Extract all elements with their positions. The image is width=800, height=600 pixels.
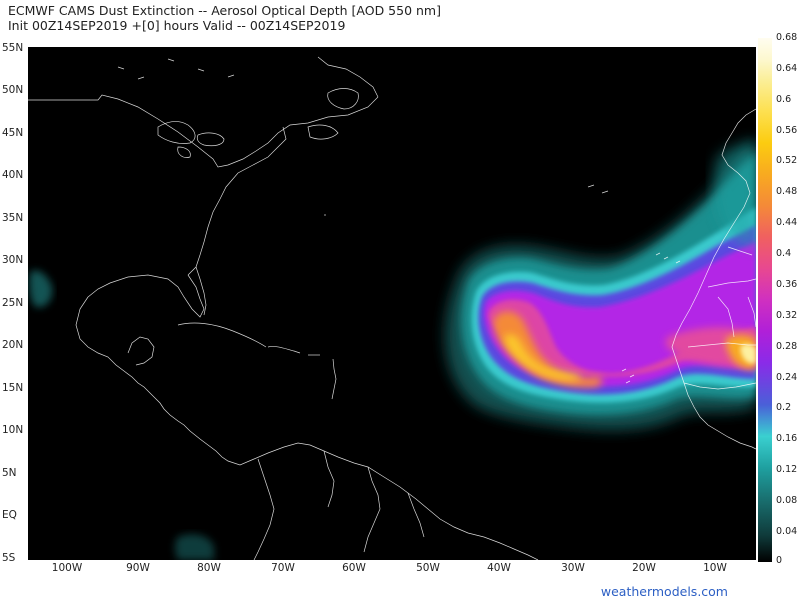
lon-tick: 50W: [416, 562, 440, 574]
colorbar-tick: 0.4: [776, 248, 792, 259]
lon-tick: 40W: [487, 562, 511, 574]
colorbar-tick: 0.2: [776, 402, 792, 413]
title-line-1: ECMWF CAMS Dust Extinction -- Aerosol Op…: [8, 3, 441, 18]
lon-tick: 70W: [271, 562, 295, 574]
lat-tick: 5N: [2, 467, 17, 479]
lat-tick: 10N: [2, 424, 24, 436]
lon-tick: 20W: [632, 562, 656, 574]
colorbar-tick: 0.36: [776, 279, 798, 290]
lat-tick: 45N: [2, 127, 24, 139]
lon-tick: 60W: [342, 562, 366, 574]
lon-tick: 80W: [197, 562, 221, 574]
lat-tick: EQ: [2, 509, 17, 521]
coastlines: [28, 56, 756, 560]
colorbar-tick: 0.68: [776, 32, 798, 43]
colorbar-tick: 0.48: [776, 186, 798, 197]
colorbar: [758, 38, 772, 562]
colorbar-tick: 0.08: [776, 495, 798, 506]
colorbar-tick: 0.28: [776, 341, 798, 352]
colorbar-tick: 0.12: [776, 464, 798, 475]
colorbar-gradient: [758, 38, 772, 562]
title-line-2: Init 00Z14SEP2019 +[0] hours Valid -- 00…: [8, 18, 346, 33]
lat-tick: 30N: [2, 254, 24, 266]
lat-tick: 15N: [2, 382, 24, 394]
dust-plume: [29, 139, 756, 560]
lat-tick: 50N: [2, 84, 24, 96]
lat-tick: 25N: [2, 297, 24, 309]
lat-tick: 55N: [2, 42, 24, 54]
colorbar-tick: 0.44: [776, 217, 798, 228]
map-panel: [28, 47, 756, 560]
colorbar-tick: 0.04: [776, 526, 798, 537]
lat-tick: 20N: [2, 339, 24, 351]
lon-tick: 90W: [126, 562, 150, 574]
colorbar-tick: 0.24: [776, 372, 798, 383]
dust-map: [28, 47, 756, 560]
colorbar-tick: 0.56: [776, 125, 798, 136]
colorbar-tick: 0.52: [776, 155, 798, 166]
lat-tick: 5S: [2, 552, 16, 564]
colorbar-tick: 0.16: [776, 433, 798, 444]
lon-tick: 100W: [51, 562, 83, 574]
colorbar-tick: 0.6: [776, 94, 792, 105]
site-credit-link[interactable]: weathermodels.com: [600, 584, 728, 599]
lon-tick: 30W: [561, 562, 585, 574]
colorbar-tick: 0.32: [776, 310, 798, 321]
colorbar-tick: 0.64: [776, 63, 798, 74]
lat-tick: 40N: [2, 169, 24, 181]
colorbar-tick: 0: [776, 555, 783, 566]
lon-tick: 10W: [703, 562, 727, 574]
lat-tick: 35N: [2, 212, 24, 224]
map-title: ECMWF CAMS Dust Extinction -- Aerosol Op…: [8, 3, 441, 33]
